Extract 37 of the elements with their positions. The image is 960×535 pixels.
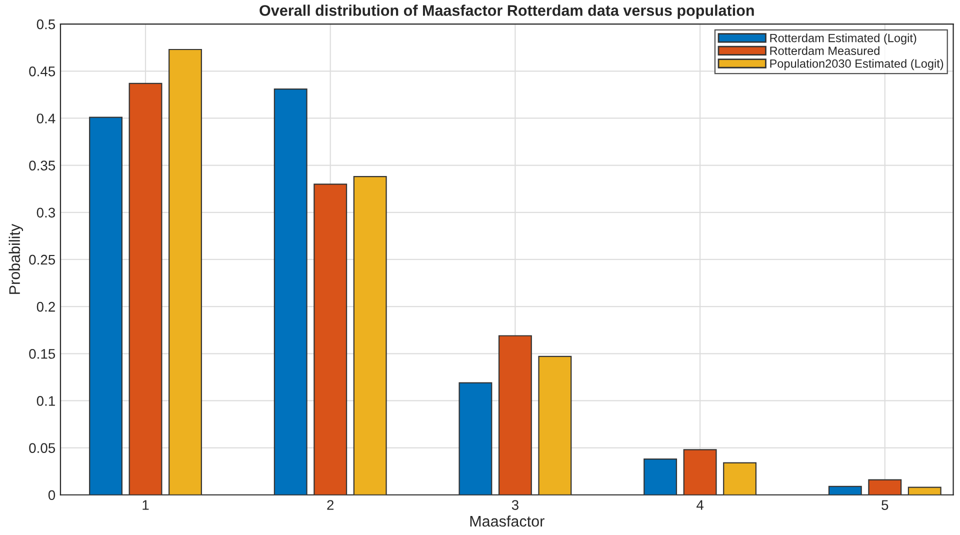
bar	[828, 486, 862, 495]
y-tick-label: 0.45	[29, 66, 56, 76]
x-tick-label: 3	[512, 500, 518, 510]
y-tick-label: 0	[48, 490, 56, 500]
bar	[683, 449, 717, 495]
y-tick-label: 0.35	[29, 160, 56, 170]
legend-label: Rotterdam Measured	[770, 46, 880, 55]
y-tick-label: 0.25	[29, 254, 56, 265]
bar	[168, 48, 202, 495]
bar	[498, 335, 532, 495]
bar	[458, 382, 492, 495]
x-tick-label: 5	[882, 500, 888, 510]
bar	[353, 176, 387, 495]
bar	[89, 116, 122, 495]
y-axis-title: Probability	[8, 224, 24, 294]
bar	[868, 479, 902, 495]
y-tick-label: 0.5	[36, 19, 56, 30]
legend-label: Rotterdam Estimated (Logit)	[770, 34, 916, 45]
y-tick-label: 0.4	[36, 114, 56, 124]
bar	[908, 486, 942, 495]
bar	[644, 458, 678, 495]
bar	[274, 88, 308, 495]
legend-label: Population2030 Estimated (Logit)	[770, 59, 944, 70]
x-tick-label: 2	[327, 500, 334, 510]
y-tick-label: 0.1	[36, 396, 55, 406]
y-tick-label: 0.2	[36, 302, 55, 312]
y-tick-label: 0.05	[29, 443, 56, 453]
x-axis-title: Maasfactor	[470, 515, 544, 527]
bar	[538, 356, 572, 495]
bar	[314, 184, 348, 495]
bar	[723, 462, 757, 495]
x-tick-label: 1	[142, 500, 149, 510]
y-tick-label: 0.3	[36, 208, 56, 218]
x-tick-label: 4	[696, 500, 704, 510]
bar	[128, 82, 162, 495]
y-tick-label: 0.15	[29, 348, 56, 359]
chart-title: Overall distribution of Maasfactor Rotterdam data versus population	[260, 4, 754, 19]
